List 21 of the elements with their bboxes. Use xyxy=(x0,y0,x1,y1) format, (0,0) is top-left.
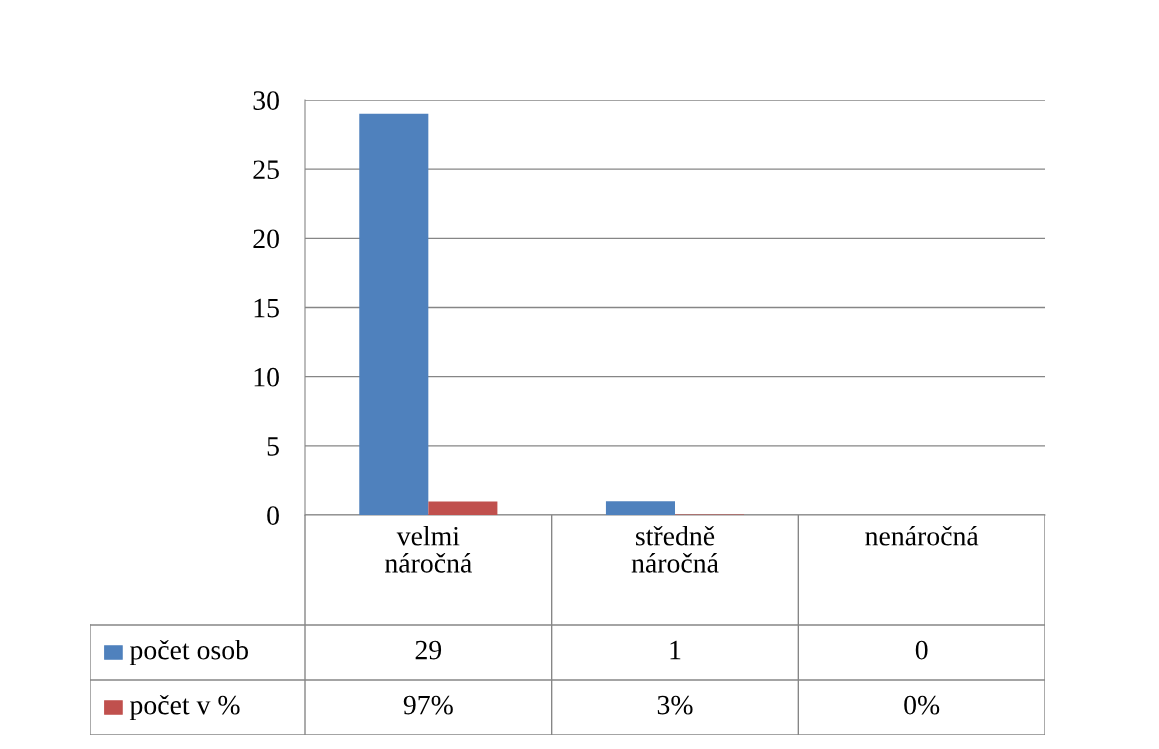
data-label: 0 xyxy=(915,640,928,660)
x-tick-label: středně náročná xyxy=(631,525,719,573)
y-tick-label: 30 xyxy=(253,91,279,110)
y-tick-label: 10 xyxy=(254,367,279,387)
bar xyxy=(428,501,498,515)
data-label: 0% xyxy=(904,695,940,715)
y-tick-label: 20 xyxy=(253,229,279,249)
data-label: 97% xyxy=(403,695,453,715)
data-label: 29 xyxy=(415,640,442,660)
x-tick-label: nenáročná xyxy=(865,525,979,546)
y-tick-label: 5 xyxy=(267,437,279,456)
legend-label: počet osob xyxy=(129,639,248,666)
y-tick-label: 0 xyxy=(267,506,279,525)
y-tick-label: 15 xyxy=(254,298,279,318)
x-tick-label: velmi náročná xyxy=(385,526,472,573)
bar xyxy=(605,501,675,515)
y-tick-label: 25 xyxy=(253,160,279,180)
data-label: 3% xyxy=(657,695,693,715)
bar xyxy=(359,113,429,515)
data-label: 1 xyxy=(670,640,681,660)
legend-label: počet v % xyxy=(129,694,240,721)
